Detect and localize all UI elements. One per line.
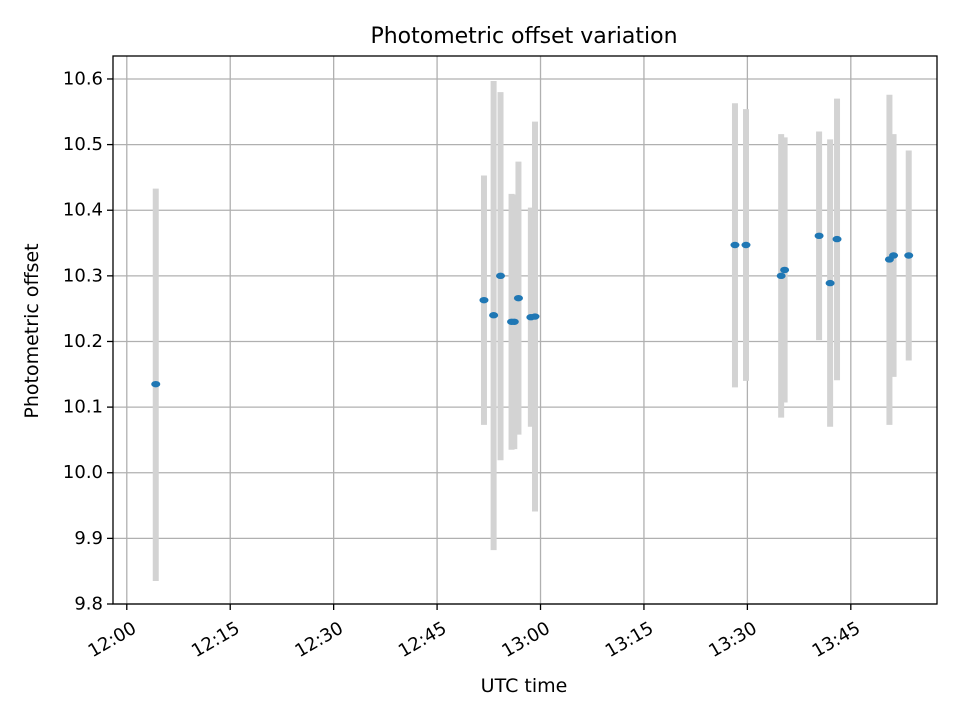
data-point xyxy=(741,241,751,249)
y-tick-label: 10.2 xyxy=(63,331,103,352)
data-point xyxy=(479,296,489,304)
data-point xyxy=(513,294,523,302)
chart-title: Photometric offset variation xyxy=(370,24,677,49)
data-point xyxy=(151,380,161,388)
data-point xyxy=(832,235,842,243)
data-point xyxy=(904,252,914,259)
y-tick-label: 10.6 xyxy=(63,68,103,89)
y-tick-label: 10.0 xyxy=(63,462,103,483)
data-point xyxy=(825,279,835,287)
y-tick-label: 10.1 xyxy=(63,397,103,418)
data-point xyxy=(814,232,824,240)
x-axis-label: UTC time xyxy=(481,675,568,697)
data-point xyxy=(776,272,786,280)
data-point xyxy=(496,272,506,280)
data-point xyxy=(780,266,790,274)
y-tick-label: 9.9 xyxy=(74,528,103,549)
data-point xyxy=(889,252,899,259)
y-tick-label: 10.4 xyxy=(63,200,103,221)
y-axis-ticks: 9.8 9.9 10.0 10.1 10.2 10.3 10.4 10.5 10.6 xyxy=(63,68,113,615)
grid xyxy=(113,56,937,605)
data-point xyxy=(530,313,540,320)
axes-frame xyxy=(112,55,938,605)
y-axis-label: Photometric offset xyxy=(21,243,43,418)
data-points xyxy=(151,232,914,388)
y-tick-label: 10.3 xyxy=(63,265,103,286)
y-tick-label: 10.5 xyxy=(63,134,103,155)
data-point xyxy=(509,318,519,325)
y-tick-label: 9.8 xyxy=(74,594,103,615)
data-point xyxy=(730,241,740,249)
data-point xyxy=(489,312,499,319)
